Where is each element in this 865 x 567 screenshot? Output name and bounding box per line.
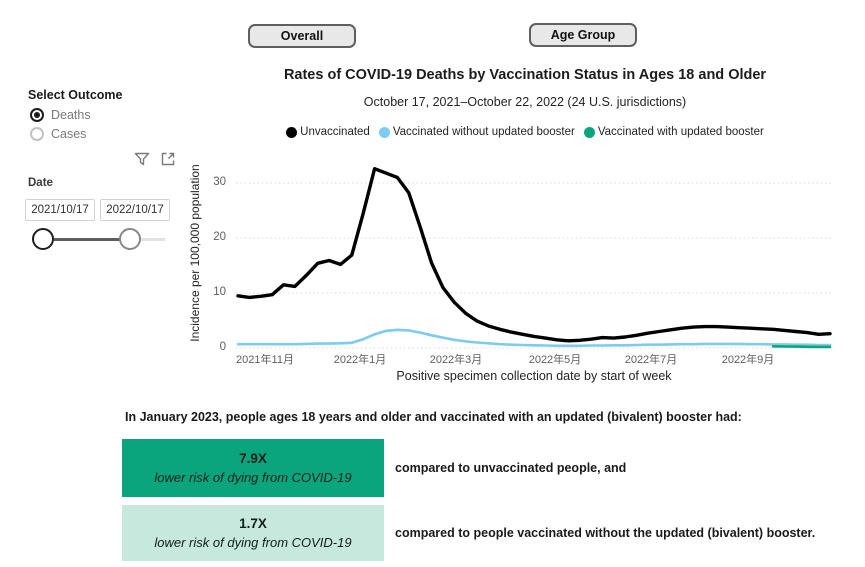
line-chart-svg [236,167,832,349]
risk-box-no-booster: 1.7X lower risk of dying from COVID-19 [122,505,384,561]
x-tick-mar-2022: 2022年3月 [429,354,483,366]
radio-button-icon[interactable] [30,108,44,122]
slicer-header-toolbar [133,150,177,168]
chart-legend: Unvaccinated Vaccinated without updated … [185,126,865,138]
x-tick-jul-2022: 2022年7月 [624,354,678,366]
date-slider-track-rest[interactable] [141,238,165,241]
chart-title: Rates of COVID-19 Deaths by Vaccination … [283,67,767,83]
date-end-input[interactable]: 2022/10/17 [100,199,170,221]
risk-factor-caption: lower risk of dying from COVID-19 [154,535,352,550]
x-tick-sep-2022: 2022年9月 [721,354,775,366]
date-slider-handle-end[interactable] [119,228,141,250]
risk-factor-caption: lower risk of dying from COVID-19 [154,470,352,485]
x-tick-nov-2021: 2021年11月 [236,354,294,366]
date-slicer-label: Date [28,177,53,189]
overall-tab-button[interactable]: Overall [248,24,356,48]
legend-item-vaccinated-no-booster: Vaccinated without updated booster [378,126,575,138]
legend-label: Unvaccinated [300,126,370,138]
filter-icon[interactable] [133,150,151,168]
callout-intro-text: In January 2023, people ages 18 years an… [125,410,742,424]
legend-dot-vaccinated-no-booster-icon [378,126,390,138]
risk-box-unvaccinated: 7.9X lower risk of dying from COVID-19 [122,439,384,497]
radio-button-icon[interactable] [30,127,44,141]
y-tick-10: 10 [213,286,226,298]
y-tick-20: 20 [213,231,226,243]
line-chart-plot-area[interactable] [236,155,832,355]
legend-label: Vaccinated without updated booster [392,126,575,138]
legend-item-vaccinated-booster: Vaccinated with updated booster [583,126,764,138]
x-axis-title: Positive specimen collection date by sta… [396,369,672,383]
risk-note-no-booster: compared to people vaccinated without th… [395,526,816,540]
date-slider-track[interactable] [54,238,120,241]
select-outcome-heading: Select Outcome [28,88,123,102]
risk-factor-value: 7.9X [239,451,267,466]
risk-factor-value: 1.7X [239,516,267,531]
risk-note-unvaccinated: compared to unvaccinated people, and [395,461,627,475]
radio-label-cases: Cases [51,127,87,141]
legend-label: Vaccinated with updated booster [597,126,764,138]
radio-option-cases[interactable]: Cases [30,127,86,141]
legend-dot-vaccinated-booster-icon [583,126,595,138]
radio-label-deaths: Deaths [51,108,91,122]
legend-dot-unvaccinated-icon [286,126,298,138]
focus-mode-icon[interactable] [159,150,177,168]
x-tick-may-2022: 2022年5月 [528,354,582,366]
radio-option-deaths[interactable]: Deaths [30,108,91,122]
date-start-input[interactable]: 2021/10/17 [25,199,95,221]
x-tick-jan-2022: 2022年1月 [333,354,387,366]
chart-subtitle: October 17, 2021–October 22, 2022 (24 U.… [363,95,687,109]
legend-item-unvaccinated: Unvaccinated [286,126,370,138]
y-tick-30: 30 [213,176,226,188]
y-tick-0: 0 [219,341,226,353]
age-group-tab-button[interactable]: Age Group [529,23,637,47]
date-slider-handle-start[interactable] [32,228,54,250]
